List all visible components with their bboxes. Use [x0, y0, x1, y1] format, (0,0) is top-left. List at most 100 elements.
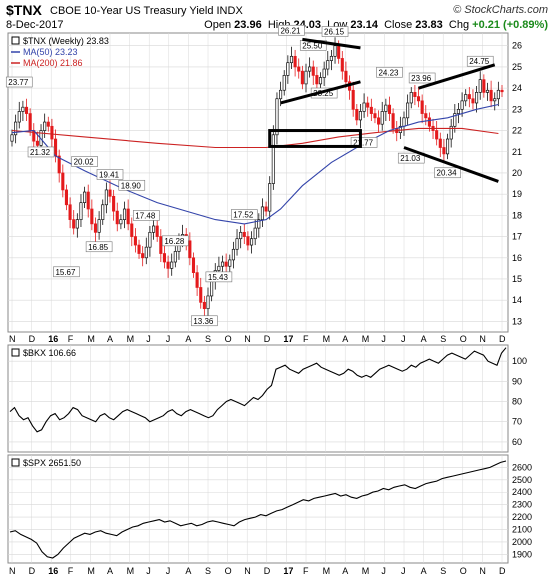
candle-body [496, 89, 500, 100]
candle-body [101, 204, 105, 220]
price-annotation: 13.36 [191, 315, 218, 327]
annotation-label: 17.52 [233, 211, 254, 220]
legend-label: MA(200) 21.86 [23, 58, 83, 68]
price-tick-label: 20 [512, 168, 522, 178]
candle-body [413, 92, 417, 97]
candle-body [398, 125, 402, 134]
month-tick-label: J [381, 566, 386, 576]
candle-body [275, 98, 279, 136]
candle-body [43, 121, 47, 131]
candle-body [351, 89, 355, 110]
bkx-line [9, 347, 507, 433]
candle-body [141, 253, 145, 259]
month-tick-label: M [323, 566, 331, 576]
price-annotation: 26.21 [278, 24, 305, 36]
annotation-label: 17.48 [135, 211, 156, 220]
candle-body [250, 238, 254, 246]
annotation-box [434, 167, 461, 179]
price-tick-label: 19 [512, 189, 522, 199]
candle-body [427, 117, 431, 127]
candle-body [83, 191, 87, 203]
ma50-line [11, 103, 499, 225]
candle-body [326, 60, 330, 70]
legend-marker [11, 348, 20, 357]
candle-body [493, 98, 497, 102]
month-tick-label: A [421, 566, 427, 576]
month-tick-label: M [323, 334, 331, 344]
candle-body [438, 138, 442, 148]
candle-body [75, 219, 79, 229]
candle-body [228, 259, 232, 267]
candle-body [242, 231, 246, 237]
month-tick-label: S [205, 566, 211, 576]
candle-body [300, 70, 304, 85]
candle-body [460, 100, 464, 110]
candle-body [224, 261, 228, 267]
candle-body [155, 225, 159, 237]
candle-body [482, 79, 486, 93]
annotation-box [278, 24, 305, 36]
annotation-label: 15.43 [208, 273, 229, 282]
month-tick-label: A [342, 566, 348, 576]
annotation-box [71, 156, 98, 167]
month-tick-label: N [244, 334, 251, 344]
panel-tick-label: 2600 [512, 462, 532, 472]
month-tick-label: D [264, 334, 271, 344]
candle-body [384, 104, 388, 112]
annotation-box [118, 179, 146, 191]
candle-body [435, 130, 439, 140]
month-tick-label: N [479, 334, 486, 344]
month-tick-label: J [146, 566, 151, 576]
month-tick-label: J [166, 334, 171, 344]
annotation-box [408, 72, 436, 84]
candle-body [409, 92, 413, 104]
month-tick-label: M [127, 334, 135, 344]
candle-body [46, 121, 50, 127]
candle-body [271, 134, 275, 184]
price-annotation: 16.28 [162, 235, 189, 247]
candle-body [152, 225, 156, 233]
candle-body [166, 261, 170, 269]
highlight-box [268, 129, 362, 148]
bkx-legend: $BKX 106.66 [11, 348, 76, 358]
annotation-box [466, 55, 494, 67]
candle-body [104, 189, 108, 206]
month-tick-label: D [499, 566, 506, 576]
candle-body [64, 189, 68, 206]
candle-body [257, 219, 261, 229]
candle-body [340, 58, 344, 72]
legend-label: $TNX (Weekly) 23.83 [23, 36, 109, 46]
candle-body [206, 295, 210, 310]
candle-body [289, 55, 294, 64]
candle-body [475, 92, 479, 104]
month-tick-label: A [185, 566, 191, 576]
month-tick-label: O [225, 334, 232, 344]
month-tick-label: N [9, 566, 16, 576]
price-annotation: 15.43 [205, 271, 233, 283]
candle-body [489, 89, 493, 102]
candle-body [93, 223, 98, 233]
candle-body [377, 117, 381, 125]
annotation-label: 18.90 [121, 181, 142, 190]
annotation-box [85, 241, 113, 253]
candle-body [260, 206, 264, 220]
month-tick-label: O [460, 334, 467, 344]
candle-body [217, 265, 221, 271]
legend-label: $SPX 2651.50 [23, 458, 81, 468]
chart-header: $TNX CBOE 10-Year US Treasury Yield INDX… [6, 2, 550, 32]
price-annotation: 24.23 [376, 66, 403, 78]
chart-date: 8-Dec-2017 [6, 19, 64, 31]
month-tick-label: 17 [283, 334, 293, 344]
price-tick-label: 21 [512, 147, 522, 157]
candle-body [453, 113, 457, 127]
month-tick-label: M [87, 566, 95, 576]
annotation-box [5, 76, 33, 88]
trendline-upper-flag [302, 37, 361, 50]
candle-body [61, 172, 65, 191]
price-tick-label: 14 [512, 295, 522, 305]
price-annotation: 21.03 [397, 152, 425, 164]
candle-body [264, 206, 268, 212]
candle-body [373, 113, 377, 119]
candle-body [380, 111, 384, 125]
